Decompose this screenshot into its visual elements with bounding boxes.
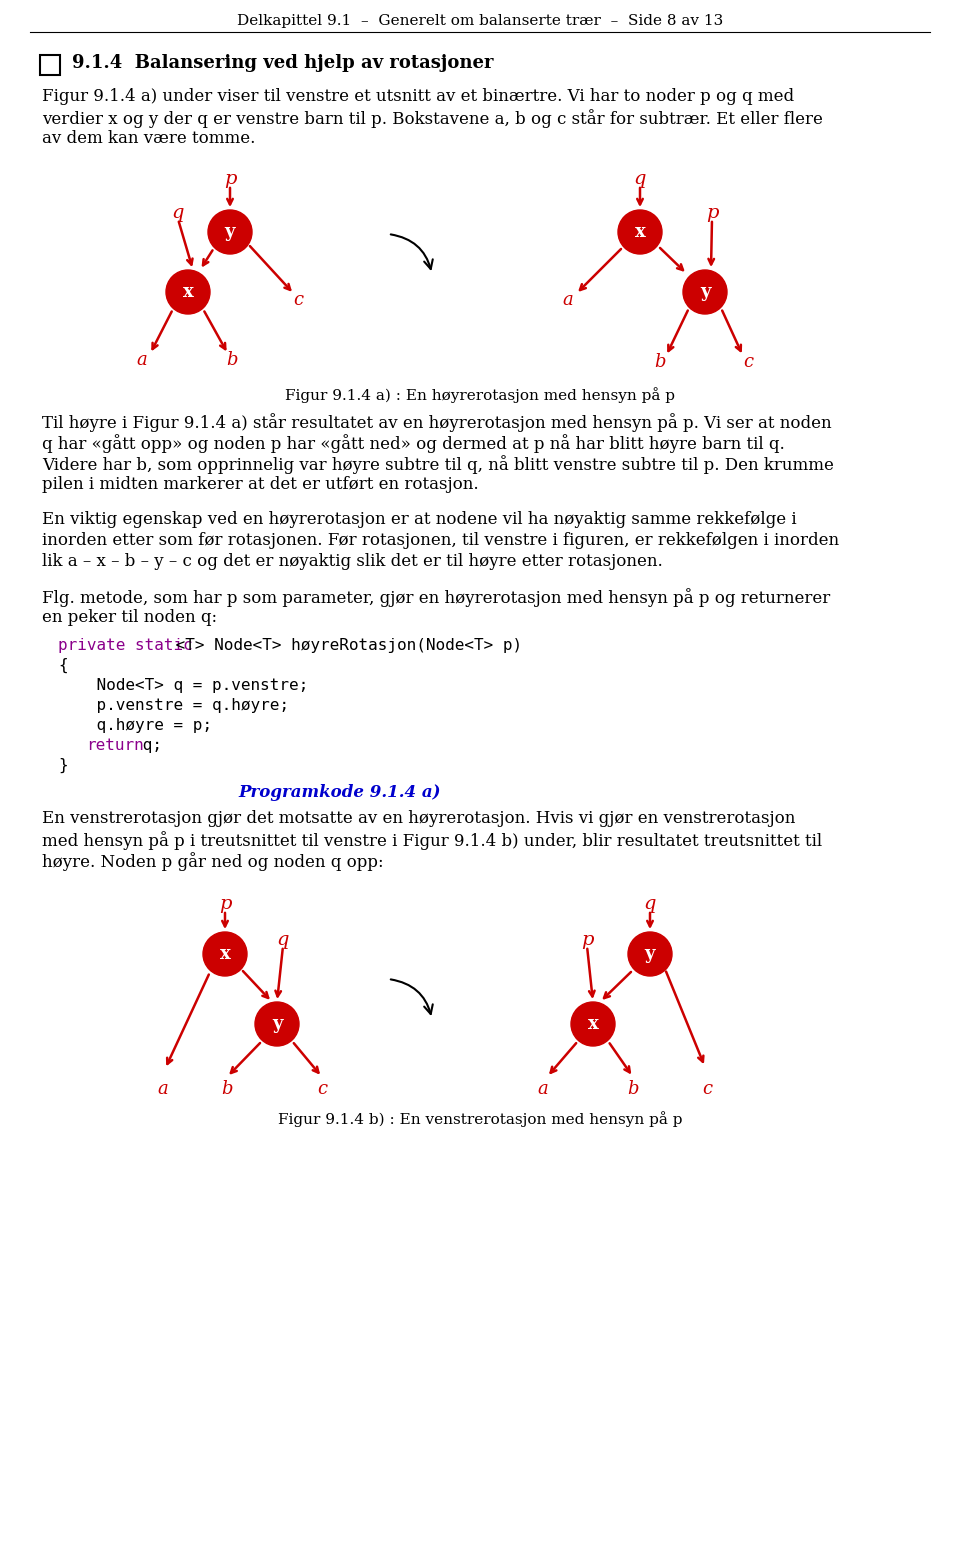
Text: {: { xyxy=(58,657,67,673)
Circle shape xyxy=(208,210,252,255)
Circle shape xyxy=(618,210,662,255)
Text: a: a xyxy=(157,1080,168,1099)
Circle shape xyxy=(683,270,727,313)
Text: lik a – x – b – y – c og det er nøyaktig slik det er til høyre etter rotasjonen.: lik a – x – b – y – c og det er nøyaktig… xyxy=(42,552,662,569)
Text: Figur 9.1.4 b) : En venstrerotasjon med hensyn på p: Figur 9.1.4 b) : En venstrerotasjon med … xyxy=(277,1111,683,1126)
Text: pilen i midten markerer at det er utført en rotasjon.: pilen i midten markerer at det er utført… xyxy=(42,475,479,494)
Text: x: x xyxy=(635,224,645,241)
Circle shape xyxy=(571,1001,615,1046)
Text: c: c xyxy=(317,1080,327,1099)
Circle shape xyxy=(255,1001,299,1046)
Text: p: p xyxy=(224,170,236,188)
Circle shape xyxy=(203,932,247,977)
Text: p: p xyxy=(706,204,718,222)
Text: Til høyre i Figur 9.1.4 a) står resultatet av en høyrerotasjon med hensyn på p. : Til høyre i Figur 9.1.4 a) står resultat… xyxy=(42,414,831,432)
Text: q;: q; xyxy=(133,738,162,753)
Circle shape xyxy=(166,270,210,313)
Text: }: } xyxy=(58,758,67,773)
Text: q: q xyxy=(644,895,657,913)
FancyArrowPatch shape xyxy=(391,980,433,1014)
Text: a: a xyxy=(538,1080,548,1099)
Text: y: y xyxy=(700,282,710,301)
Text: med hensyn på p i treutsnittet til venstre i Figur 9.1.4 b) under, blir resultat: med hensyn på p i treutsnittet til venst… xyxy=(42,832,822,850)
Text: b: b xyxy=(221,1080,232,1099)
Bar xyxy=(40,56,60,76)
Text: private static: private static xyxy=(58,637,193,653)
Text: y: y xyxy=(645,944,656,963)
Text: Node<T> q = p.venstre;: Node<T> q = p.venstre; xyxy=(58,677,308,693)
Text: p: p xyxy=(581,930,593,949)
Text: <T> Node<T> høyreRotasjon(Node<T> p): <T> Node<T> høyreRotasjon(Node<T> p) xyxy=(166,637,522,653)
Text: Figur 9.1.4 a) : En høyrerotasjon med hensyn på p: Figur 9.1.4 a) : En høyrerotasjon med he… xyxy=(285,387,675,403)
Text: Figur 9.1.4 a) under viser til venstre et utsnitt av et binærtre. Vi har to node: Figur 9.1.4 a) under viser til venstre e… xyxy=(42,88,794,105)
Text: q: q xyxy=(634,170,646,188)
Text: verdier x og y der q er venstre barn til p. Bokstavene a, b og c står for subtræ: verdier x og y der q er venstre barn til… xyxy=(42,110,823,128)
Text: p: p xyxy=(219,895,231,913)
Text: x: x xyxy=(182,282,193,301)
Text: b: b xyxy=(227,350,238,369)
Text: Programkode 9.1.4 a): Programkode 9.1.4 a) xyxy=(239,784,442,801)
Text: En viktig egenskap ved en høyrerotasjon er at nodene vil ha nøyaktig samme rekke: En viktig egenskap ved en høyrerotasjon … xyxy=(42,511,797,528)
Text: return: return xyxy=(86,738,144,753)
Text: b: b xyxy=(655,353,665,370)
Text: y: y xyxy=(225,224,235,241)
Text: q: q xyxy=(276,930,289,949)
FancyArrowPatch shape xyxy=(391,235,433,268)
Text: av dem kan være tomme.: av dem kan være tomme. xyxy=(42,130,255,147)
Text: inorden etter som før rotasjonen. Før rotasjonen, til venstre i figuren, er rekk: inorden etter som før rotasjonen. Før ro… xyxy=(42,532,839,549)
Text: Delkapittel 9.1  –  Generelt om balanserte trær  –  Side 8 av 13: Delkapittel 9.1 – Generelt om balanserte… xyxy=(237,14,723,28)
Text: p.venstre = q.høyre;: p.venstre = q.høyre; xyxy=(58,697,289,713)
Text: en peker til noden q:: en peker til noden q: xyxy=(42,609,217,626)
Text: a: a xyxy=(136,350,148,369)
Text: b: b xyxy=(627,1080,638,1099)
Text: x: x xyxy=(588,1015,598,1032)
Text: y: y xyxy=(272,1015,282,1032)
Text: Videre har b, som opprinnelig var høyre subtre til q, nå blitt venstre subtre ti: Videre har b, som opprinnelig var høyre … xyxy=(42,455,834,474)
Text: 9.1.4  Balansering ved hjelp av rotasjoner: 9.1.4 Balansering ved hjelp av rotasjone… xyxy=(72,54,493,73)
Text: q: q xyxy=(172,204,184,222)
Text: c: c xyxy=(743,353,753,370)
Circle shape xyxy=(628,932,672,977)
Text: høyre. Noden p går ned og noden q opp:: høyre. Noden p går ned og noden q opp: xyxy=(42,852,384,870)
Text: q har «gått opp» og noden p har «gått ned» og dermed at p nå har blitt høyre bar: q har «gått opp» og noden p har «gått ne… xyxy=(42,434,784,454)
Text: q.høyre = p;: q.høyre = p; xyxy=(58,717,212,733)
Text: c: c xyxy=(293,292,303,309)
Text: Flg. metode, som har p som parameter, gjør en høyrerotasjon med hensyn på p og r: Flg. metode, som har p som parameter, gj… xyxy=(42,588,830,606)
Text: c: c xyxy=(702,1080,712,1099)
Text: a: a xyxy=(563,292,573,309)
Text: En venstrerotasjon gjør det motsatte av en høyrerotasjon. Hvis vi gjør en venstr: En venstrerotasjon gjør det motsatte av … xyxy=(42,810,796,827)
Text: x: x xyxy=(220,944,230,963)
